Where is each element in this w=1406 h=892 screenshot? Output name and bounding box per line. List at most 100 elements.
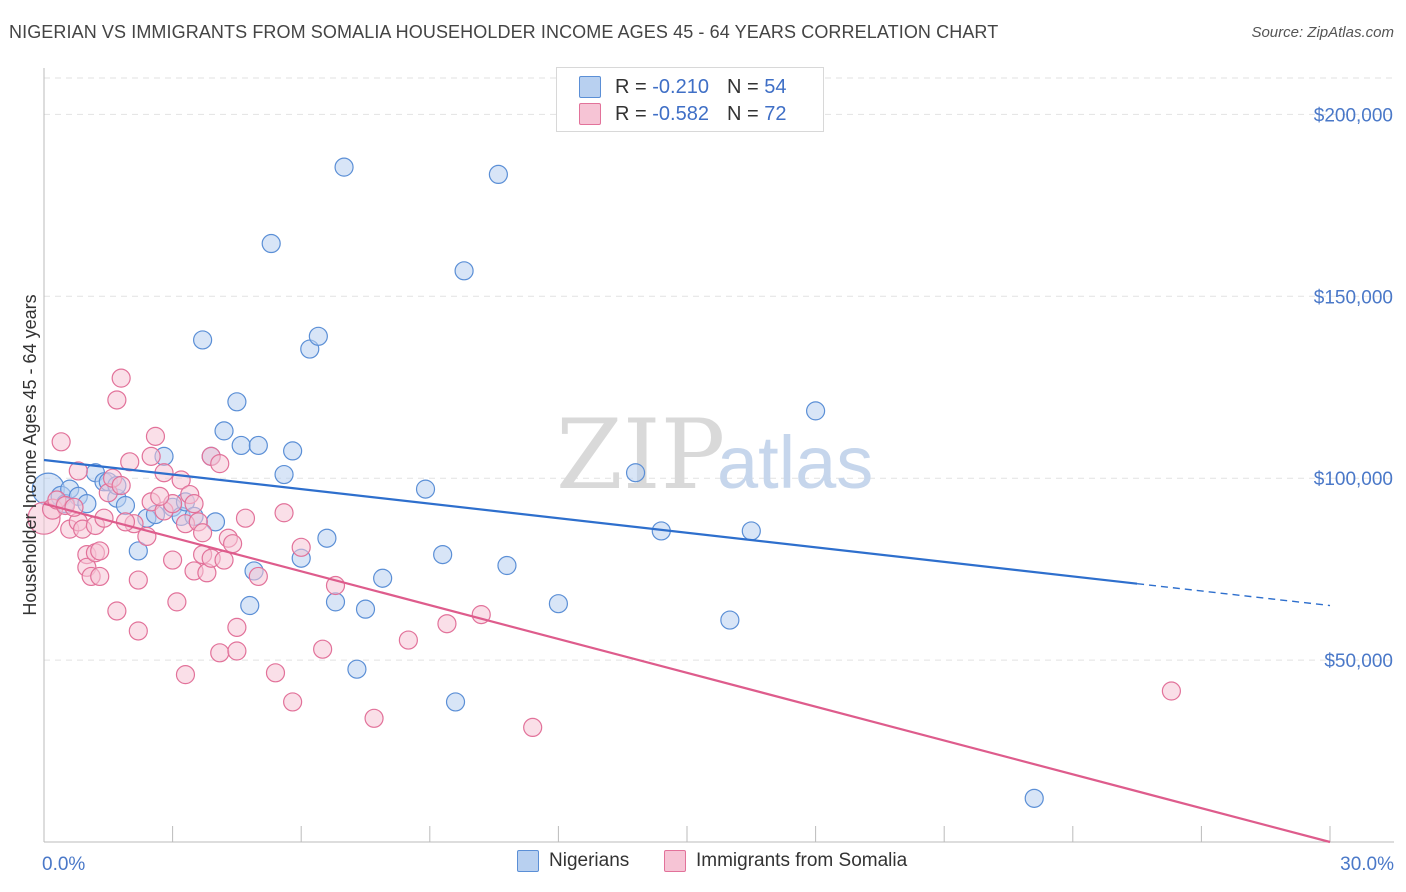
somalia-points <box>27 368 1181 738</box>
somalia-point <box>90 541 110 561</box>
axes <box>43 68 1394 843</box>
nigerian-point <box>128 541 148 561</box>
nigerian-point <box>317 528 337 548</box>
somalia-point <box>184 494 204 514</box>
somalia-point <box>193 523 213 543</box>
y-tick-label: $50,000 <box>1324 651 1393 672</box>
somalia-point <box>128 621 148 641</box>
legend-row-somalia: R = -0.582 N = 72 <box>579 101 786 127</box>
somalia-point <box>128 570 148 590</box>
trend-lines <box>43 458 1331 844</box>
somalia-point <box>1161 681 1181 701</box>
nigerian-point <box>625 463 646 483</box>
legend-r-value: -0.582 <box>652 102 709 125</box>
nigerian-point <box>261 233 281 254</box>
somalia-point <box>313 639 333 659</box>
nigerian-point <box>283 441 303 461</box>
nigerian-point <box>454 261 474 281</box>
legend-r-label: R = <box>615 75 647 98</box>
nigerian-point <box>214 421 234 441</box>
nigerians-trend-extension <box>1137 582 1331 607</box>
legend: R = -0.210 N = 54 R = -0.582 N = 72 <box>556 67 824 132</box>
y-tick-labels: $50,000 $100,000 $150,000 $200,000 <box>1314 105 1393 672</box>
somalia-point <box>227 641 247 661</box>
chart-title: NIGERIAN VS IMMIGRANTS FROM SOMALIA HOUS… <box>9 22 999 42</box>
somalia-point <box>523 717 543 738</box>
nigerian-point <box>308 326 328 346</box>
bottom-legend-swatch-blue <box>517 850 539 872</box>
somalia-point <box>111 475 131 496</box>
nigerian-point <box>231 435 251 456</box>
legend-row-nigerians: R = -0.210 N = 54 <box>579 74 786 100</box>
somalia-point <box>141 446 161 466</box>
somalia-trend-line <box>43 502 1331 844</box>
somalia-point <box>51 432 71 452</box>
somalia-point <box>437 614 457 634</box>
legend-n-value: 72 <box>764 102 787 125</box>
nigerian-point <box>741 521 761 541</box>
nigerian-point <box>548 594 569 614</box>
nigerian-point <box>497 555 517 576</box>
x-tick-label-min: 0.0% <box>42 854 85 875</box>
legend-n-label: N = <box>726 75 759 98</box>
somalia-point <box>111 368 131 388</box>
legend-swatch-blue <box>579 76 601 98</box>
nigerian-point <box>334 157 354 177</box>
nigerian-point <box>347 659 367 679</box>
y-tick-label: $100,000 <box>1314 469 1393 490</box>
somalia-point <box>175 665 196 685</box>
somalia-point <box>291 537 311 557</box>
somalia-point <box>68 461 88 481</box>
bottom-legend-somalia: Immigrants from Somalia <box>664 850 907 872</box>
bottom-legend-label: Immigrants from Somalia <box>696 850 908 871</box>
nigerians-trend-line <box>43 458 1138 585</box>
somalia-point <box>265 663 286 683</box>
bottom-legend-swatch-pink <box>664 850 686 872</box>
nigerian-point <box>415 479 436 499</box>
source-label: Source: ZipAtlas.com <box>1251 24 1394 41</box>
y-tick-label: $150,000 <box>1314 287 1393 308</box>
somalia-point <box>274 503 294 523</box>
nigerian-point <box>488 164 508 185</box>
nigerian-point <box>193 330 213 350</box>
watermark-atlas: atlas <box>717 421 873 504</box>
somalia-point <box>223 534 243 554</box>
nigerian-point <box>274 464 294 485</box>
somalia-point <box>210 454 230 474</box>
somalia-point <box>248 566 268 587</box>
nigerian-point <box>373 568 393 588</box>
bottom-legend: Nigerians Immigrants from Somalia <box>0 850 1406 878</box>
somalia-point <box>398 630 418 650</box>
nigerian-point <box>805 401 826 421</box>
legend-n-label: N = <box>726 102 759 125</box>
nigerian-point <box>720 610 740 630</box>
somalia-point <box>235 508 256 528</box>
bottom-legend-nigerians: Nigerians <box>517 850 629 872</box>
watermark-zip: ZIP <box>556 399 725 511</box>
somalia-point <box>150 486 170 506</box>
nigerian-point <box>1024 788 1044 808</box>
somalia-point <box>163 550 183 570</box>
legend-r-label: R = <box>615 102 647 125</box>
nigerian-point <box>433 544 453 565</box>
nigerian-point <box>355 599 376 619</box>
nigerian-point <box>115 495 136 516</box>
somalia-point <box>107 601 127 621</box>
x-tick-label-max: 30.0% <box>1340 854 1394 875</box>
nigerian-point <box>227 392 247 412</box>
nigerian-point <box>248 435 268 456</box>
somalia-point <box>364 708 384 728</box>
nigerian-point <box>240 595 260 616</box>
somalia-point <box>120 452 140 472</box>
somalia-point <box>227 617 247 637</box>
legend-swatch-pink <box>579 103 601 125</box>
y-tick-label: $200,000 <box>1314 105 1393 126</box>
nigerian-point <box>325 592 346 612</box>
somalia-point <box>210 643 230 663</box>
somalia-point <box>145 426 166 446</box>
y-axis-label: Householder Income Ages 45 - 64 years <box>20 294 40 615</box>
somalia-point <box>90 566 110 587</box>
bottom-legend-label: Nigerians <box>549 850 630 871</box>
somalia-point <box>107 390 127 410</box>
